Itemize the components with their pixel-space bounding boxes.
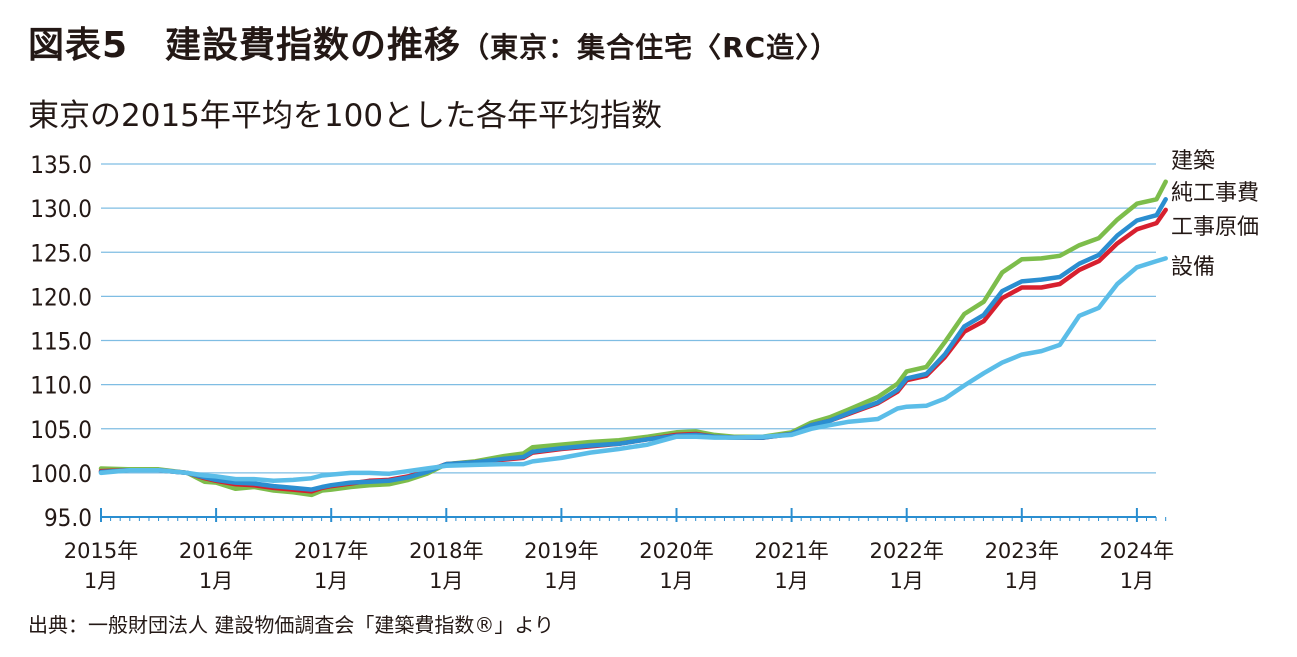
x-tick-label-year: 2019年: [524, 539, 598, 563]
x-tick-label-month: 1月: [1120, 569, 1154, 593]
x-tick-label-year: 2020年: [639, 539, 713, 563]
legend-label-3: 工事原価: [1171, 215, 1259, 240]
x-tick-label-month: 1月: [314, 569, 348, 593]
legend-label-4: 設備: [1171, 255, 1215, 280]
legend-label-2: 純工事費: [1171, 181, 1259, 206]
x-tick-label-year: 2015年: [64, 539, 138, 563]
x-tick-label-year: 2021年: [754, 539, 828, 563]
x-tick-label-month: 1月: [890, 569, 924, 593]
chart-title-sub: （東京：集合住宅〈RC造〉）: [461, 31, 840, 64]
chart-title: 図表5 建設費指数の推移（東京：集合住宅〈RC造〉）: [28, 16, 839, 68]
x-tick-label-year: 2017年: [294, 539, 368, 563]
y-tick-label: 110.0: [30, 372, 92, 400]
grid-lines: [101, 163, 1156, 474]
legend-label-1: 建築: [1171, 149, 1215, 174]
x-tick-label-month: 1月: [774, 569, 808, 593]
x-tick-label-month: 1月: [1005, 569, 1039, 593]
y-tick-label: 135.0: [30, 151, 92, 179]
x-tick-label-month: 1月: [659, 569, 693, 593]
y-axis: 135.0 130.0 125.0 120.0 115.0 110.0 105.0 100.0…: [30, 151, 92, 532]
source-note: 出典：一般財団法人 建設物価調査会「建築費指数®」より: [28, 613, 554, 637]
x-axis: 2015年 1月 2016年 1月 2017年 1月 2018年 1月 2019年 1月 2020年…: [64, 508, 1174, 593]
x-tick-label-year: 2024年: [1100, 539, 1174, 563]
x-tick-label-month: 1月: [429, 569, 463, 593]
x-tick-label-year: 2016年: [179, 539, 253, 563]
chart-title-main: 図表5 建設費指数の推移: [28, 25, 462, 66]
y-tick-label: 105.0: [30, 416, 92, 444]
x-tick-label-year: 2018年: [409, 539, 483, 563]
x-tick-label-month: 1月: [544, 569, 578, 593]
series-line-2: [98, 197, 1168, 492]
x-tick-label-month: 1月: [84, 569, 118, 593]
y-tick-label: 120.0: [30, 283, 92, 311]
series-lines: [98, 179, 1168, 498]
y-tick-label: 130.0: [30, 195, 92, 223]
series-line-1: [98, 179, 1168, 498]
x-tick-label-year: 2023年: [985, 539, 1059, 563]
x-tick-label-month: 1月: [199, 569, 233, 593]
x-tick-label-year: 2022年: [869, 539, 943, 563]
y-tick-label: 115.0: [30, 328, 92, 356]
y-tick-label: 100.0: [30, 460, 92, 488]
chart-subtitle: 東京の2015年平均を100とした各年平均指数: [28, 98, 663, 134]
series-line-4: [98, 256, 1168, 484]
y-tick-label: 125.0: [30, 239, 92, 267]
y-tick-label: 95.0: [44, 504, 92, 532]
